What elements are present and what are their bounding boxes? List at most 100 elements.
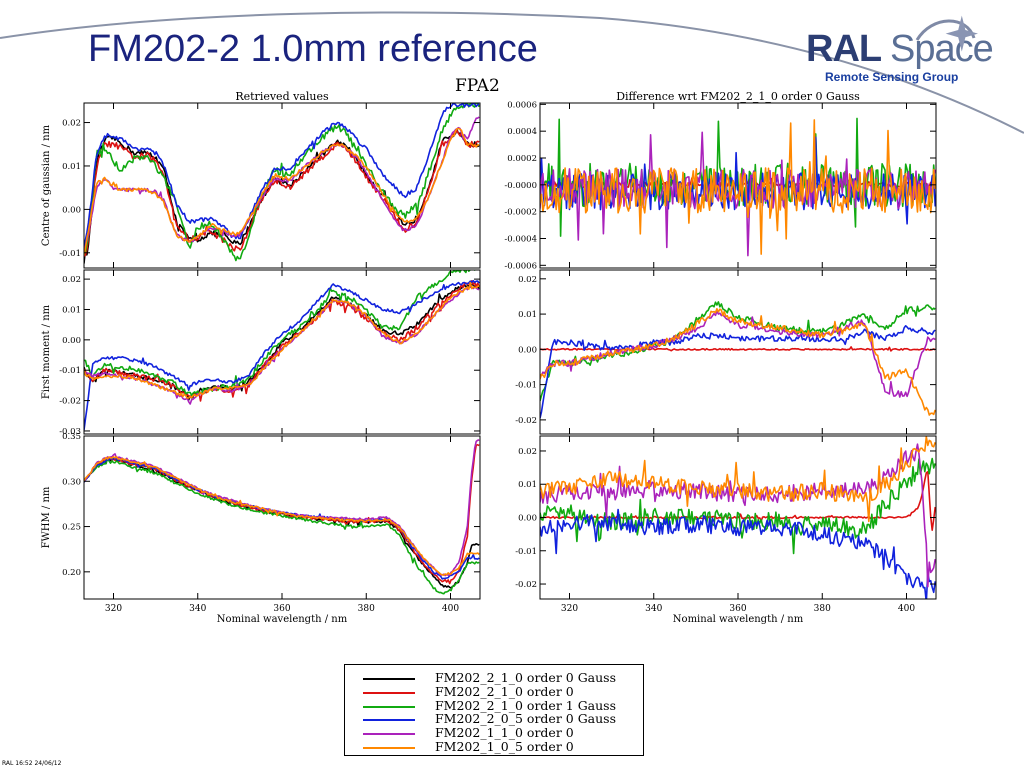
series-line-2 [540,508,936,599]
legend-swatch [363,678,415,680]
ytick-label: -0.01 [515,381,537,391]
y-axis-label: First moment / nm [41,304,52,399]
chart-moment-diff: -0.02 -0.01 0.00 0.01 0.02 [515,269,937,435]
series-line-2 [84,457,480,595]
legend-entry: FM202_2_1_0 order 1 Gauss [345,697,645,713]
series-line-2 [84,270,479,397]
xtick-label: 340 [189,604,206,614]
logo-wordmark: RAL Space [806,28,994,71]
ytick-label: -0.01 [515,547,537,557]
ytick-label: 0.00 [518,345,537,355]
xtick-label: 340 [645,604,662,614]
series-line-4 [84,439,480,577]
series-line-5 [84,127,480,256]
ytick-label: -0.0002 [504,208,537,218]
logo-star-icon [915,15,978,52]
ytick-label: -0.02 [515,580,537,590]
ytick-label: -0.0004 [504,234,537,244]
series-line-4 [540,119,936,255]
ytick-label: -0.02 [515,416,537,426]
legend-swatch [363,719,415,722]
legend-swatch [363,733,415,736]
swoosh-curve [0,11,1024,134]
legend-label: FM202_2_1_0 order 1 Gauss [435,697,617,713]
ytick-label: 0.25 [62,523,81,533]
series-line-0 [84,458,480,589]
xtick-label: 400 [442,604,459,614]
chart-title: Difference wrt FM202_2_1_0 order 0 Gauss [616,90,860,103]
ytick-label: -0.0006 [504,261,537,271]
ytick-label: -0.01 [59,249,81,259]
ytick-label: 0.00 [518,514,537,524]
ytick-label: 0.20 [62,568,81,578]
xtick-label: 320 [561,604,578,614]
chart-centre-diff: -0.0006 -0.0004 -0.0002 -0.0000 0.0002 0.0004… [504,90,937,271]
y-axis-label: Centre of gaussian / nm [41,124,52,246]
logo-wordmark-light: Space [889,28,994,70]
ytick-label: 0.02 [518,275,537,285]
figure-title: FPA2 [455,76,500,96]
legend: FM202_2_1_0 order 0 Gauss FM202_2_1_0 ord… [344,664,644,756]
series-group [84,270,480,431]
logo-wordmark-bold: RAL [806,28,881,70]
series-line-1 [84,279,480,402]
series-line-4 [540,307,936,416]
series-group [540,436,936,599]
ytick-label: 0.00 [62,205,81,215]
chart-fwhm-diff: -0.02 -0.01 0.00 0.01 0.02 320 340 360 380 400 Nom… [515,435,937,625]
legend-swatch [363,705,415,708]
legend-label: FM202_1_1_0 order 0 [435,725,574,741]
ytick-label: 0.30 [62,477,81,487]
legend-entry: FM202_1_1_0 order 0 [345,726,645,740]
logo-subtitle: Remote Sensing Group [825,70,959,84]
xtick-label: 400 [898,604,915,614]
footer-timestamp: RAL 16:52 24/06/12 [2,760,62,767]
legend-label: FM202_2_0_5 order 0 Gauss [435,711,617,727]
x-axis-label: Nominal wavelength / nm [217,614,348,625]
ytick-label: -0.0000 [504,181,537,191]
ytick-label: 0.01 [62,162,81,172]
ytick-label: 0.01 [62,305,81,315]
series-group [84,439,480,595]
chart-centre-retrieved: -0.01 0.00 0.01 0.02 Retrieved values Centre … [41,90,481,269]
legend-swatch [363,691,415,694]
series-line-3 [84,103,480,248]
ytick-label: 0.0006 [507,100,537,110]
slide-title: FM202-2 1.0mm reference [88,28,538,70]
xtick-label: 320 [105,604,122,614]
xtick-label: 360 [273,604,290,614]
ytick-label: 0.02 [62,119,81,129]
series-line-3 [84,279,480,431]
series-line-1 [540,301,936,402]
chart-moment-retrieved: -0.03 -0.02 -0.01 0.00 0.01 0.02 First moment … [41,269,481,437]
ytick-label: 0.35 [62,432,81,442]
legend-label: FM202_2_1_0 order 0 Gauss [435,670,617,685]
chart-fwhm-retrieved: 0.20 0.25 0.30 0.35 320 340 360 380 400 Nominal w… [41,432,481,625]
legend-entry: FM202_2_1_0 order 0 Gauss [345,671,645,685]
series-line-0 [84,129,480,264]
legend-label: FM202_1_0_5 order 0 [435,739,574,754]
xtick-label: 380 [814,604,831,614]
legend-entry: FM202_2_1_0 order 0 [345,683,645,699]
series-line-2 [84,103,480,262]
legend-entry: FM202_2_0_5 order 0 Gauss [345,712,645,726]
ytick-label: -0.02 [59,397,81,407]
legend-entry: FM202_1_0_5 order 0 [345,740,645,754]
ytick-label: 0.0004 [507,127,537,137]
legend-swatch [363,747,415,749]
plot-frame [83,435,481,600]
chart-title: Retrieved values [235,90,329,103]
series-line-3 [540,131,936,257]
xtick-label: 360 [729,604,746,614]
ytick-label: 0.00 [62,336,81,346]
ytick-label: 0.01 [518,480,537,490]
series-group [540,117,936,257]
series-line-4 [540,436,936,523]
x-axis-label: Nominal wavelength / nm [673,614,804,625]
legend-label: FM202_2_1_0 order 0 [435,683,574,699]
series-line-0 [540,346,936,352]
ytick-label: 0.0002 [507,154,537,164]
ytick-label: -0.03 [59,427,81,437]
